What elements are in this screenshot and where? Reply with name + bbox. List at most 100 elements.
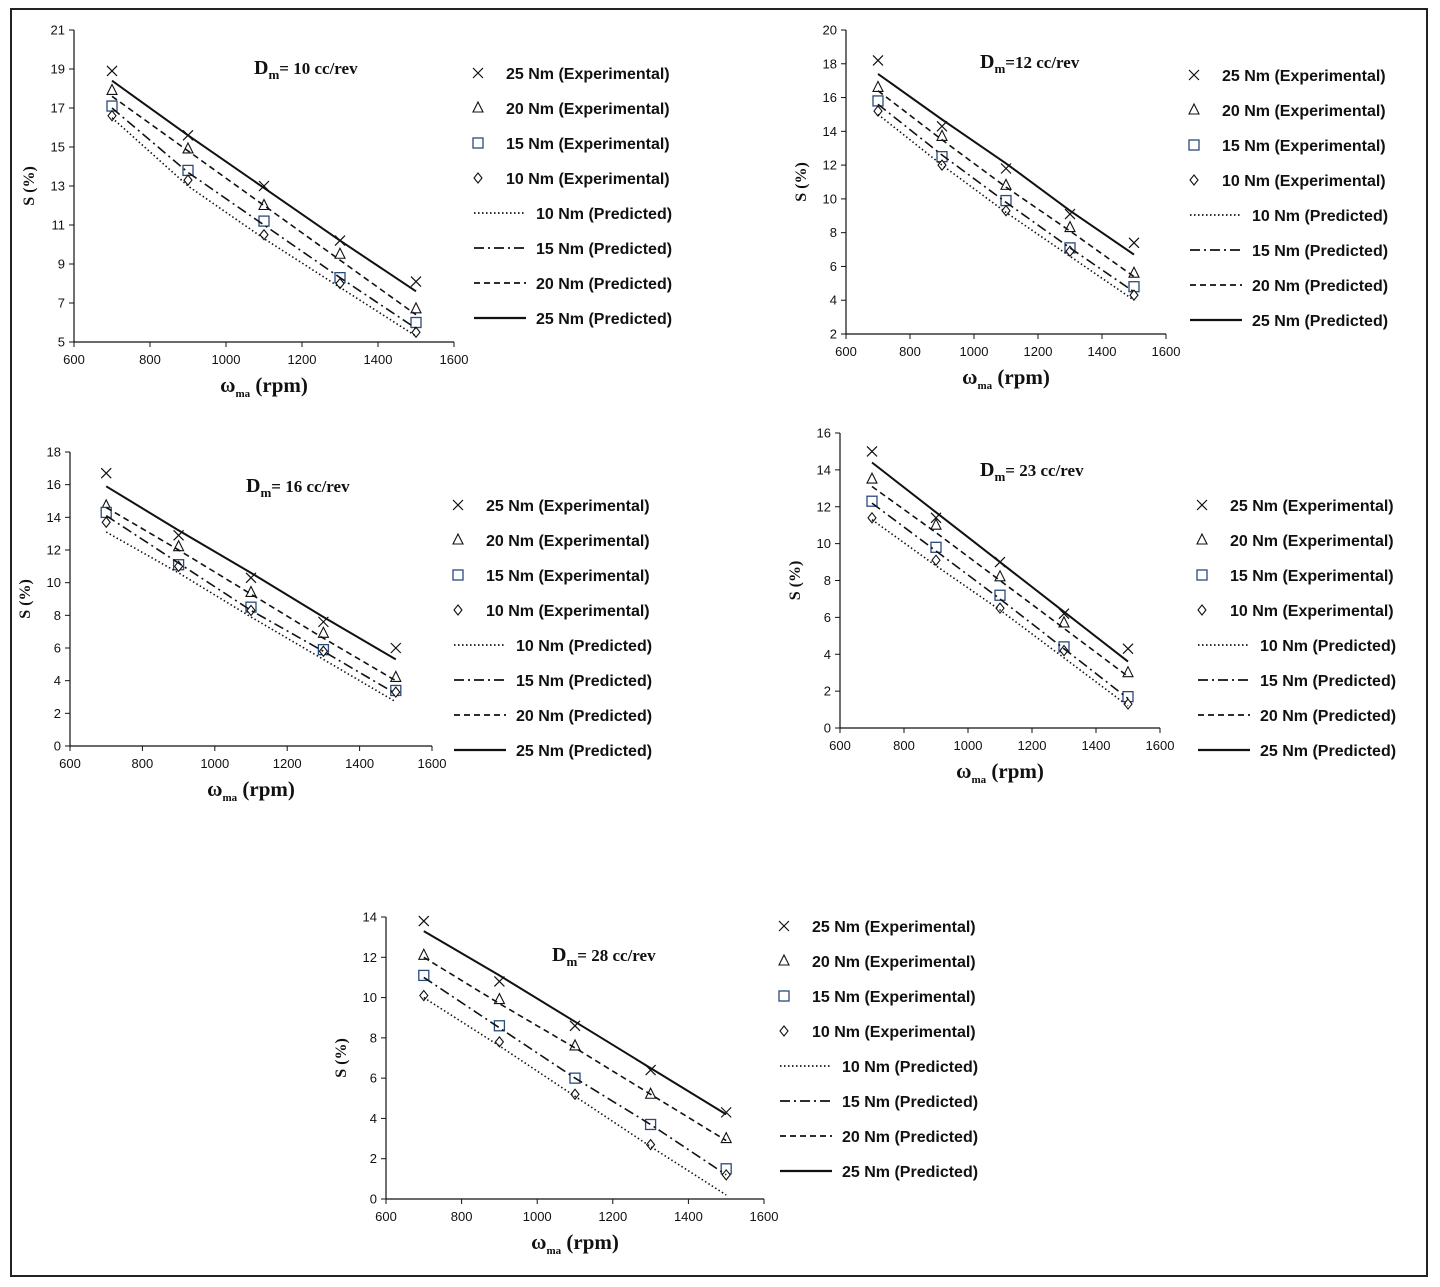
legend-label: 25 Nm (Experimental) (1222, 68, 1386, 85)
y-tick-label: 11 (52, 218, 66, 233)
series-line-6 (111, 107, 417, 330)
y-tick-label: 10 (363, 990, 377, 1005)
legend-entry-5: 10 Nm (Predicted) (454, 638, 652, 655)
legend-label: 25 Nm (Experimental) (812, 919, 976, 936)
series-line-5 (423, 996, 727, 1196)
data-point-square-marker (994, 589, 1006, 601)
y-tick-label: 2 (824, 684, 831, 699)
legend-label: 10 Nm (Predicted) (536, 206, 672, 223)
legend-entry-7: 20 Nm (Predicted) (1190, 278, 1388, 295)
legend-entry-1: 25 Nm (Experimental) (1188, 68, 1386, 85)
legend-label: 25 Nm (Predicted) (536, 311, 672, 328)
legend-label: 25 Nm (Experimental) (486, 498, 650, 515)
legend-square-marker (778, 990, 790, 1002)
y-tick-label: 8 (824, 573, 831, 588)
legend-triangle-marker (472, 100, 484, 113)
legend-entry-8: 25 Nm (Predicted) (454, 743, 652, 760)
legend-diamond-marker (1197, 604, 1207, 616)
series-line-8 (871, 461, 1129, 663)
legend-label: 20 Nm (Experimental) (506, 101, 670, 118)
legend-entry-6: 15 Nm (Predicted) (474, 241, 672, 258)
legend-square-marker (452, 569, 464, 581)
data-point-square-marker (644, 1118, 657, 1131)
chart-title: Dm= 10 cc/rev (254, 57, 358, 82)
legend-entry-4: 10 Nm (Experimental) (779, 1024, 976, 1041)
series-markers-4 (101, 516, 401, 698)
y-tick-label: 6 (824, 610, 831, 625)
legend-entry-5: 10 Nm (Predicted) (474, 206, 672, 223)
legend-entry-8: 25 Nm (Predicted) (1190, 313, 1388, 330)
x-tick-label: 1400 (1082, 738, 1111, 753)
data-point-x-marker (720, 1106, 732, 1118)
data-point-square-marker (866, 495, 878, 507)
y-axis-label: S (%) (21, 166, 38, 206)
legend-triangle-marker (452, 532, 464, 545)
y-tick-label: 10 (817, 536, 831, 551)
chart-panel-5: 0 2 4 6 8 10 12 14 600 800 1000 1200 1400 1600 S (%) ωm… (333, 910, 978, 1258)
x-tick-label: 600 (375, 1209, 397, 1224)
data-point-x-marker (106, 65, 118, 77)
data-point-triangle-marker (1064, 220, 1076, 233)
data-point-square-marker (106, 100, 118, 112)
data-point-x-marker (100, 467, 112, 479)
data-point-diamond-marker (419, 989, 429, 1002)
series-markers-1 (872, 54, 1140, 249)
x-tick-label: 600 (829, 738, 851, 753)
legend-x-marker (452, 499, 464, 511)
y-axis-label: S (%) (17, 579, 34, 619)
legend-label: 10 Nm (Experimental) (1222, 173, 1386, 190)
chart-title: Dm= 23 cc/rev (980, 459, 1084, 484)
y-tick-label: 12 (823, 158, 837, 173)
x-tick-label: 1600 (750, 1209, 779, 1224)
legend-entry-8: 25 Nm (Predicted) (1198, 743, 1396, 760)
x-tick-label: 800 (132, 756, 154, 771)
x-tick-label: 1600 (440, 352, 469, 367)
x-tick-label: 1600 (1152, 344, 1181, 359)
data-point-x-marker (390, 642, 402, 654)
legend-label: 20 Nm (Experimental) (486, 533, 650, 550)
data-point-triangle-marker (334, 247, 346, 259)
x-tick-label: 1200 (288, 352, 317, 367)
legend-label: 25 Nm (Experimental) (506, 66, 670, 83)
series-markers-3 (866, 495, 1134, 703)
y-tick-label: 4 (830, 293, 837, 308)
series-markers-2 (106, 83, 422, 314)
legend-diamond-marker (1189, 174, 1199, 186)
data-point-triangle-marker (644, 1087, 657, 1099)
y-tick-label: 8 (54, 608, 61, 623)
series-markers-2 (872, 80, 1140, 278)
legend-label: 25 Nm (Predicted) (842, 1164, 978, 1181)
figure-frame (10, 8, 1428, 1277)
y-tick-label: 20 (823, 23, 837, 38)
legend-entry-3: 15 Nm (Experimental) (1196, 568, 1394, 585)
legend-label: 15 Nm (Predicted) (516, 673, 652, 690)
data-point-diamond-marker (101, 516, 111, 529)
legend-triangle-marker (778, 953, 790, 966)
legend-x-marker (472, 67, 484, 79)
data-point-diamond-marker (931, 554, 941, 567)
y-tick-label: 16 (817, 426, 831, 441)
y-tick-label: 2 (370, 1151, 377, 1166)
x-tick-label: 1400 (345, 756, 374, 771)
data-point-diamond-marker (411, 326, 421, 339)
x-tick-label: 1200 (1024, 344, 1053, 359)
series-line-6 (423, 976, 727, 1176)
y-tick-label: 16 (47, 477, 61, 492)
data-point-triangle-marker (317, 626, 330, 638)
legend-entry-3: 15 Nm (Experimental) (472, 136, 670, 153)
series-line-6 (877, 103, 1135, 293)
data-point-diamond-marker (645, 1138, 656, 1151)
y-tick-label: 4 (370, 1111, 377, 1126)
data-point-triangle-marker (569, 1038, 581, 1051)
legend-label: 20 Nm (Experimental) (1222, 103, 1386, 120)
y-tick-label: 6 (830, 259, 837, 274)
legend-label: 10 Nm (Predicted) (1252, 208, 1388, 225)
legend-entry-1: 25 Nm (Experimental) (1196, 498, 1394, 515)
y-tick-label: 0 (824, 721, 831, 736)
legend-entry-4: 10 Nm (Experimental) (1197, 603, 1394, 620)
legend-triangle-marker (1196, 532, 1208, 545)
y-tick-label: 14 (817, 462, 831, 477)
series-line-7 (877, 90, 1135, 278)
x-tick-label: 1000 (200, 756, 229, 771)
x-axis-label: ωma (rpm) (531, 1230, 619, 1257)
